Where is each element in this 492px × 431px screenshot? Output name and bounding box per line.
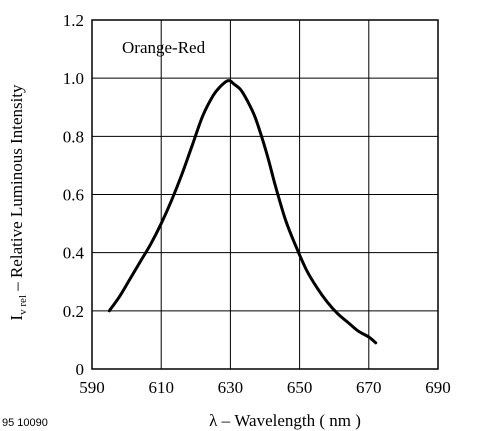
y-axis-title-sub: v rel bbox=[17, 295, 29, 315]
series-label: Orange-Red bbox=[122, 38, 206, 57]
x-tick-label: 690 bbox=[425, 378, 451, 397]
plot-frame bbox=[91, 19, 439, 370]
x-tick-label: 610 bbox=[148, 378, 174, 397]
x-tick-labels: 590 610 630 650 670 690 bbox=[79, 378, 451, 397]
series-line bbox=[107, 79, 378, 345]
y-tick-label: 1.2 bbox=[63, 11, 84, 30]
x-tick-label: 650 bbox=[287, 378, 313, 397]
y-tick-label: 0 bbox=[76, 360, 85, 379]
y-axis-title-rest: – Relative Luminous Intensity bbox=[7, 84, 26, 295]
x-axis-title: λ – Wavelength ( nm ) bbox=[209, 411, 361, 430]
y-tick-labels: 0 0.2 0.4 0.6 0.8 1.0 1.2 bbox=[63, 11, 85, 379]
x-tick-label: 590 bbox=[79, 378, 105, 397]
figure-code: 95 10090 bbox=[2, 417, 48, 429]
y-tick-label: 0.6 bbox=[63, 186, 84, 205]
y-axis-title-main: I bbox=[7, 315, 26, 321]
series-layer bbox=[107, 79, 378, 345]
y-tick-label: 0.4 bbox=[63, 244, 85, 263]
x-tick-label: 670 bbox=[356, 378, 382, 397]
y-tick-label: 0.2 bbox=[63, 302, 84, 321]
grid-lines bbox=[92, 20, 438, 369]
x-tick-label: 630 bbox=[218, 378, 244, 397]
y-tick-label: 1.0 bbox=[63, 69, 84, 88]
y-tick-label: 0.8 bbox=[63, 127, 84, 146]
y-axis-title: Iv rel – Relative Luminous Intensity bbox=[7, 84, 29, 321]
